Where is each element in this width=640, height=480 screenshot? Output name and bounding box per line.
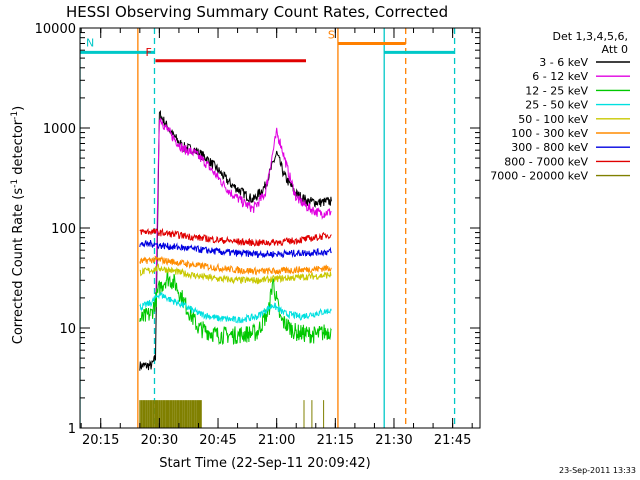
x-tick-label: 20:15: [82, 433, 119, 448]
series-line-7000-20000-kev: [139, 400, 325, 428]
x-tick-label: 21:15: [317, 433, 354, 448]
timestamp-stamp: 23-Sep-2011 13:33: [559, 466, 636, 475]
legend-label: 800 - 7000 keV: [504, 155, 588, 168]
x-tick-label: 21:45: [434, 433, 471, 448]
x-tick-label: 20:45: [199, 433, 236, 448]
series-line-6-12-kev: [155, 118, 332, 306]
y-tick-label: 10000: [35, 22, 76, 37]
series-line-100-300-kev: [139, 255, 332, 276]
x-axis-label: Start Time (22-Sep-11 20:09:42): [159, 456, 370, 471]
flag-label-f: F: [145, 46, 151, 59]
chart-title: HESSI Observing Summary Count Rates, Cor…: [66, 3, 448, 21]
legend-label: 25 - 50 keV: [525, 99, 588, 112]
x-tick-label: 21:00: [258, 433, 295, 448]
y-tick-label: 1000: [43, 122, 76, 137]
series-line-300-800-kev: [139, 239, 332, 259]
legend-subtitle: Att 0: [602, 43, 628, 56]
legend-title: Det 1,3,4,5,6,: [552, 30, 628, 43]
series-line-800-7000-kev: [139, 227, 332, 247]
y-axis-label: Corrected Count Rate (s-1 detector-1): [10, 106, 26, 344]
legend-label: 100 - 300 keV: [511, 127, 588, 140]
legend-label: 7000 - 20000 keV: [490, 170, 588, 183]
legend-label: 50 - 100 keV: [518, 113, 588, 126]
legend-label: 3 - 6 keV: [539, 56, 588, 69]
y-tick-label: 10: [59, 322, 76, 337]
legend-label: 12 - 25 keV: [525, 84, 588, 97]
flag-label-s: S: [328, 28, 335, 41]
plot-area: [80, 28, 456, 428]
y-tick-label: 1: [68, 422, 76, 437]
legend-label: 300 - 800 keV: [511, 141, 588, 154]
legend-label: 6 - 12 keV: [532, 70, 588, 83]
flag-label-n: N: [86, 36, 94, 49]
series-line-12-25-kev: [139, 271, 332, 346]
x-tick-label: 21:30: [375, 433, 412, 448]
y-tick-label: 100: [51, 222, 76, 237]
series-line-50-100-kev: [139, 263, 332, 285]
x-tick-label: 20:30: [141, 433, 178, 448]
series-line-25-50-kev: [139, 292, 332, 324]
